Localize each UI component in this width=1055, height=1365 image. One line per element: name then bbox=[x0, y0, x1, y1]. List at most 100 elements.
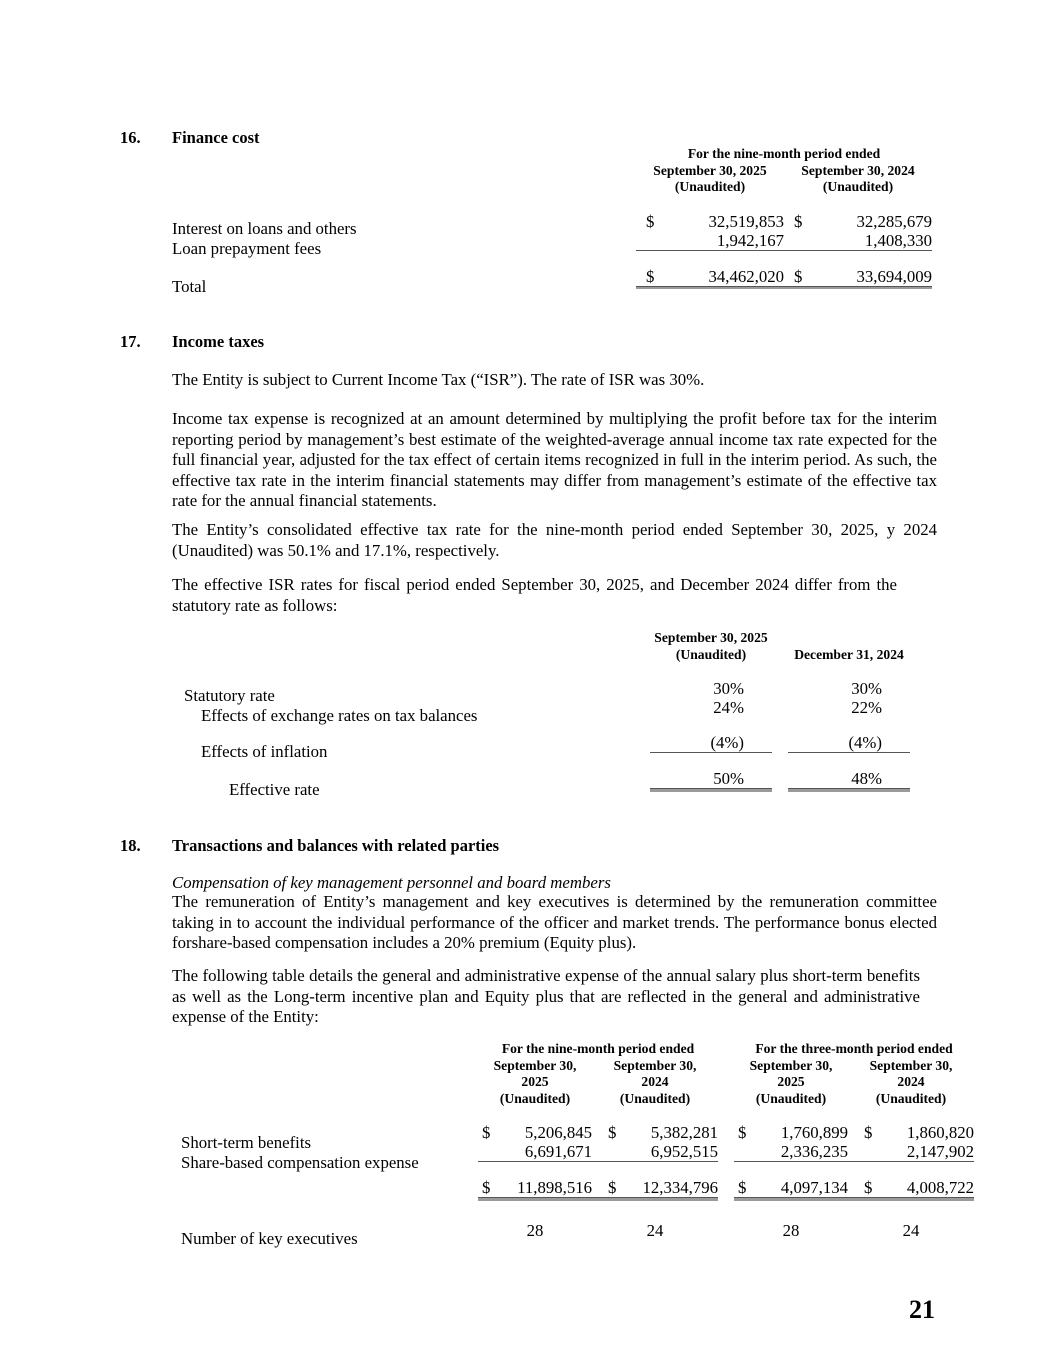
table-spacer-row bbox=[636, 196, 932, 212]
note-title: Income taxes bbox=[172, 332, 265, 351]
table-row: $ 32,519,853 $ 32,285,679 bbox=[636, 212, 932, 231]
table-spacer-row bbox=[478, 1214, 974, 1223]
table-total-row: $ 11,898,516 $ 12,334,796 $ 4,097,134 $ … bbox=[478, 1178, 974, 1198]
cell-total-value: 4,097,134 bbox=[758, 1178, 848, 1198]
note-heading-income-taxes: 17. Income taxes bbox=[120, 332, 935, 352]
cell-value: 6,691,671 bbox=[502, 1142, 592, 1162]
group-header-three-month: For the three-month period ended bbox=[755, 1041, 953, 1056]
cell-value: 1,760,899 bbox=[780, 1123, 848, 1142]
finance-cost-row-label-1: Interest on loans and others bbox=[172, 219, 357, 238]
column-header-spacer bbox=[788, 630, 910, 647]
cell-currency: $ bbox=[636, 266, 666, 287]
table-row: 28 24 28 24 bbox=[478, 1221, 974, 1240]
cell-currency bbox=[734, 1142, 758, 1162]
table-header-row-dates: September 30, 2025 bbox=[650, 630, 910, 647]
table-row: 1,942,167 1,408,330 bbox=[636, 230, 932, 251]
tax-rate-reconciliation-table: September 30, 2025 (Unaudited) December … bbox=[650, 630, 910, 789]
column-header-date-dec-2024: December 31, 2024 bbox=[794, 646, 904, 662]
table-row: 24% 22% bbox=[650, 698, 910, 717]
related-parties-paragraph-2: The following table details the general … bbox=[172, 966, 920, 1027]
cell-currency: $ bbox=[794, 211, 803, 231]
cell-value: 5,382,281 bbox=[650, 1123, 718, 1142]
column-header-status-4: (Unaudited) bbox=[875, 1090, 947, 1106]
finance-cost-row-label-2: Loan prepayment fees bbox=[172, 239, 322, 258]
column-header-date-sep-2025: September 30, 2025 bbox=[654, 630, 768, 645]
tax-row-label-effective-rate: Effective rate bbox=[229, 780, 320, 799]
cell-value: 30% bbox=[851, 679, 882, 698]
cell-currency: $ bbox=[864, 1123, 873, 1142]
cell-currency bbox=[636, 230, 666, 251]
group-header-nine-month: For the nine-month period ended bbox=[687, 146, 881, 161]
cell-currency: $ bbox=[734, 1178, 758, 1198]
cell-total-value: 48% bbox=[788, 769, 910, 789]
note-number: 16. bbox=[120, 128, 141, 147]
cell-value: (4%) bbox=[788, 733, 910, 753]
cell-currency: $ bbox=[646, 211, 655, 231]
table-header-row-status: (Unaudited) December 31, 2024 bbox=[650, 647, 910, 664]
note-title: Transactions and balances with related p… bbox=[172, 836, 500, 855]
cell-total-value: 11,898,516 bbox=[502, 1178, 592, 1198]
tax-row-label-statutory-rate: Statutory rate bbox=[184, 686, 275, 705]
cell-value: 6,952,515 bbox=[628, 1142, 718, 1162]
income-taxes-paragraph-2: Income tax expense is recognized at an a… bbox=[172, 409, 937, 511]
table-row: 30% 30% bbox=[650, 679, 910, 698]
column-header-date-2025: September 30, 2025 bbox=[653, 162, 767, 178]
finance-cost-total-label: Total bbox=[172, 277, 207, 296]
column-header-date-3: September 30, bbox=[749, 1057, 833, 1073]
tax-row-label-inflation: Effects of inflation bbox=[201, 742, 328, 761]
cell-value: 22% bbox=[851, 698, 882, 717]
note-title: Finance cost bbox=[172, 128, 260, 147]
page-number: 21 bbox=[909, 1295, 935, 1324]
cell-currency: $ bbox=[784, 266, 814, 287]
table-row: $ 5,206,845 $ 5,382,281 $ 1,760,899 $ 1,… bbox=[478, 1123, 974, 1142]
income-taxes-paragraph-3: The Entity’s consolidated effective tax … bbox=[172, 520, 937, 560]
table-row: 6,691,671 6,952,515 2,336,235 2,147,902 bbox=[478, 1142, 974, 1162]
cell-currency bbox=[784, 230, 814, 251]
cell-total-value: 50% bbox=[650, 769, 772, 789]
cell-count: 24 bbox=[902, 1221, 920, 1240]
table-header-row-status: (Unaudited) (Unaudited) bbox=[636, 179, 932, 196]
cell-total-value: 34,462,020 bbox=[666, 266, 784, 287]
related-parties-paragraph-1: The remuneration of Entity’s management … bbox=[172, 892, 937, 953]
column-header-date-4: September 30, bbox=[869, 1057, 953, 1073]
table-header-row-status: (Unaudited) (Unaudited) (Unaudited) (Una… bbox=[478, 1091, 974, 1108]
cell-currency bbox=[592, 1142, 628, 1162]
column-header-year-2: 2024 bbox=[641, 1074, 669, 1089]
cell-total-value: 4,008,722 bbox=[884, 1178, 974, 1198]
cell-count: 28 bbox=[526, 1221, 544, 1240]
cell-currency: $ bbox=[848, 1178, 884, 1198]
table-total-row: $ 34,462,020 $ 33,694,009 bbox=[636, 266, 932, 287]
column-header-date-2: September 30, bbox=[613, 1057, 697, 1073]
cell-value: 5,206,845 bbox=[524, 1123, 592, 1142]
table-spacer-row bbox=[650, 663, 910, 679]
tax-row-label-exchange-rates: Effects of exchange rates on tax balance… bbox=[201, 706, 478, 725]
cell-count: 24 bbox=[646, 1221, 664, 1240]
table-header-row-dates: September 30, 2025 September 30, 2024 bbox=[636, 163, 932, 180]
income-taxes-paragraph-1: The Entity is subject to Current Income … bbox=[172, 370, 705, 389]
table-spacer-row bbox=[478, 1198, 974, 1215]
note-heading-related-parties: 18. Transactions and balances with relat… bbox=[120, 836, 935, 856]
finance-cost-table: For the nine-month period ended Septembe… bbox=[636, 146, 932, 287]
cell-value: 1,860,820 bbox=[906, 1123, 974, 1142]
cell-currency bbox=[478, 1142, 502, 1162]
cell-count: 28 bbox=[782, 1221, 800, 1240]
cell-currency: $ bbox=[592, 1178, 628, 1198]
column-header-date-2024: September 30, 2024 bbox=[801, 162, 915, 178]
cell-currency: $ bbox=[478, 1178, 502, 1198]
cell-value: 1,408,330 bbox=[814, 230, 932, 251]
table-group-header-row: For the nine-month period ended For the … bbox=[478, 1041, 974, 1058]
note-number: 18. bbox=[120, 836, 141, 855]
group-header-nine-month: For the nine-month period ended bbox=[501, 1041, 695, 1056]
column-header-status-2025: (Unaudited) bbox=[675, 646, 747, 662]
table-header-row-date-line2: 2025 2024 2025 2024 bbox=[478, 1074, 974, 1091]
column-header-date-1: September 30, bbox=[493, 1057, 577, 1073]
note-number: 17. bbox=[120, 332, 141, 351]
cell-value: 24% bbox=[713, 698, 744, 717]
column-header-status-1: (Unaudited) bbox=[499, 1090, 571, 1106]
column-header-year-4: 2024 bbox=[897, 1074, 925, 1089]
table-group-header-row: For the nine-month period ended bbox=[636, 146, 932, 163]
subtitle-text: Compensation of key management personnel… bbox=[172, 873, 611, 892]
cell-value: 32,519,853 bbox=[708, 211, 784, 231]
cell-value: 2,336,235 bbox=[758, 1142, 848, 1162]
column-header-status-2025: (Unaudited) bbox=[674, 179, 746, 194]
